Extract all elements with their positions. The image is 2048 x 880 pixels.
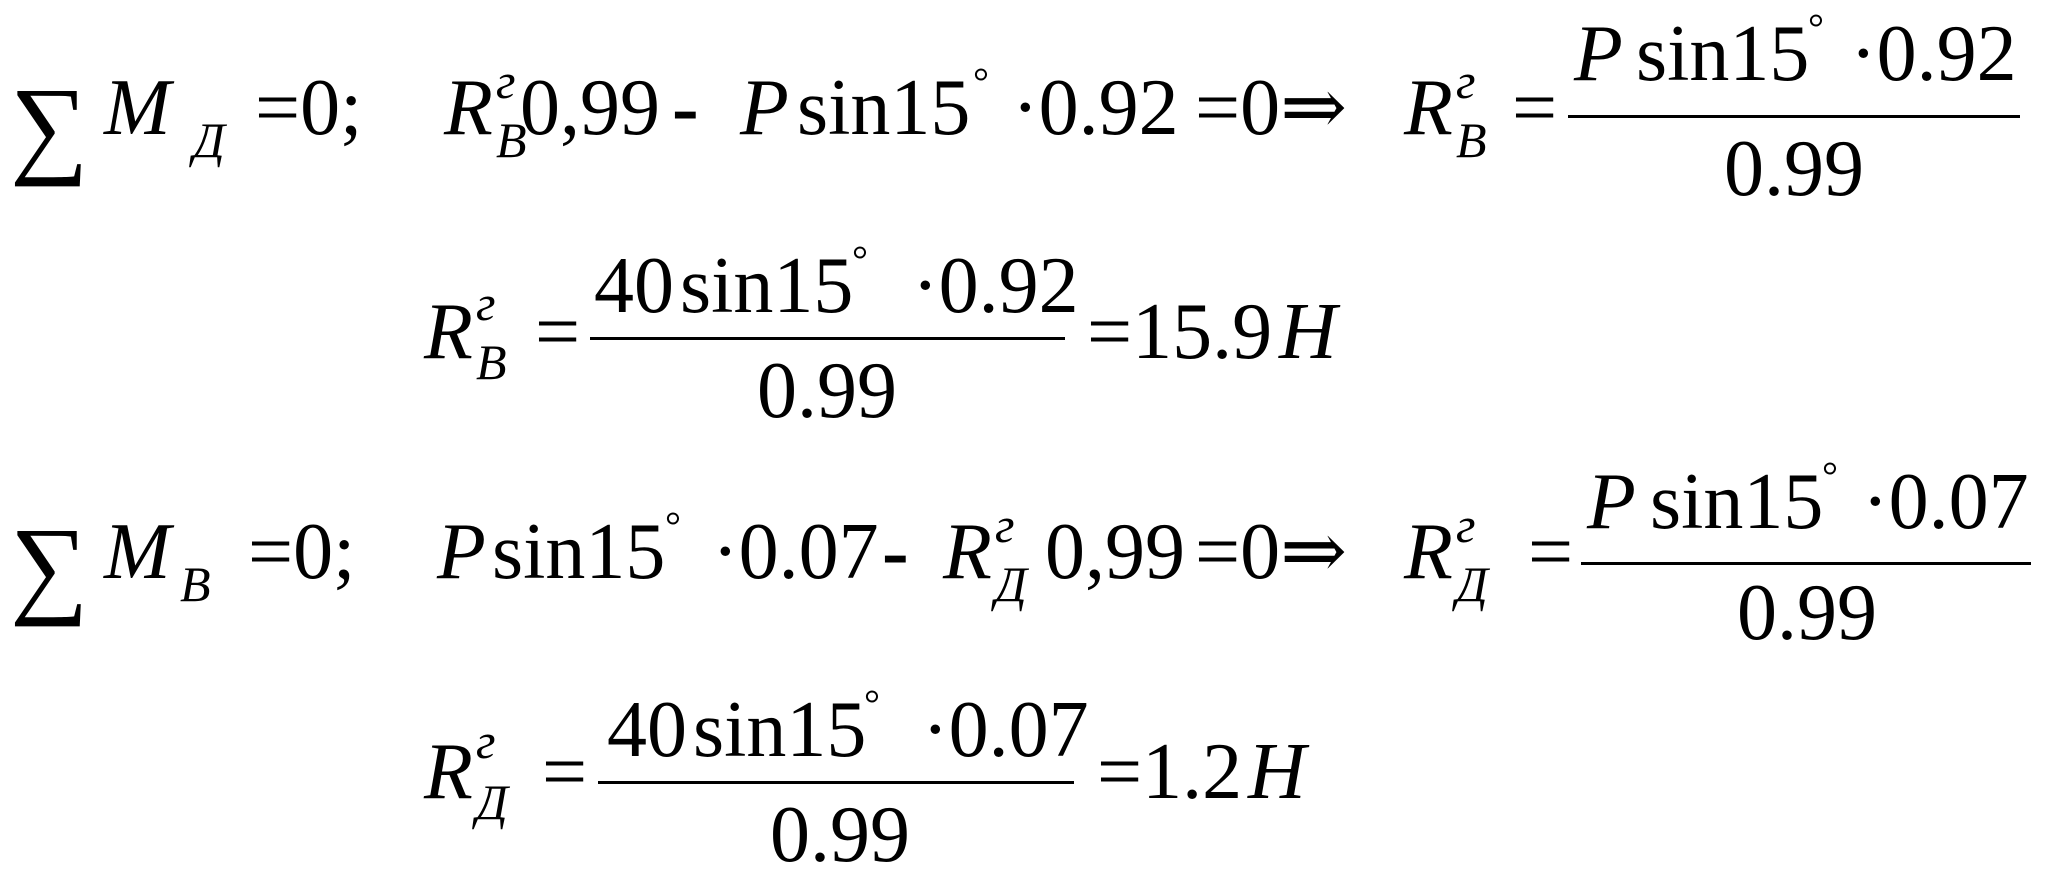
- reaction-symbol: R: [444, 64, 493, 152]
- equals-sign: =: [1512, 64, 1558, 152]
- moment-symbol: M: [104, 64, 171, 152]
- equals-zero-implies: =0⇒: [1195, 64, 1348, 152]
- result-unit: H: [1279, 288, 1337, 376]
- equals-sign: =: [535, 288, 581, 376]
- fraction-bar: [598, 781, 1074, 784]
- numerator-factor: ·0.07: [1862, 458, 2029, 546]
- force-symbol: P: [740, 64, 789, 152]
- degree-sign: °: [665, 503, 681, 548]
- equals-zero: =0;: [255, 64, 363, 152]
- denominator: 0.99: [770, 791, 910, 879]
- reaction-superscript: г: [476, 275, 496, 331]
- numerator-sine: sin15: [680, 242, 854, 330]
- result-value: =15.9: [1087, 288, 1273, 376]
- numerator-sine: sin15: [1636, 10, 1810, 98]
- reaction-symbol: R: [943, 508, 992, 596]
- reaction-symbol: R: [424, 728, 473, 816]
- equals-sign: =: [1528, 508, 1574, 596]
- numerator-force-value: 40: [607, 686, 687, 774]
- reaction-subscript: B: [476, 334, 507, 390]
- numerator-degree: °: [1808, 5, 1824, 50]
- numerator-force: P: [1587, 458, 1636, 546]
- result-unit: H: [1248, 728, 1306, 816]
- minus-sign: -: [672, 64, 699, 152]
- equals-zero-implies: =0⇒: [1195, 508, 1348, 596]
- reaction-subscript: Д: [476, 774, 508, 830]
- numerator-sine: sin15: [1650, 458, 1824, 546]
- reaction-subscript: Д: [995, 556, 1027, 612]
- reaction-subscript: B: [496, 112, 527, 168]
- moment-subscript: B: [180, 556, 211, 612]
- sum-symbol: ∑: [10, 505, 89, 627]
- denominator: 0.99: [1724, 125, 1864, 213]
- numerator-degree: °: [864, 681, 880, 726]
- fraction-bar: [1568, 115, 2020, 118]
- result-value: =1.2: [1097, 728, 1243, 816]
- reaction-superscript: г: [476, 713, 496, 769]
- equals-zero: =0;: [248, 508, 356, 596]
- numerator-factor: ·0.92: [912, 242, 1079, 330]
- sine-term: sin15: [797, 64, 971, 152]
- degree-sign: °: [973, 59, 989, 104]
- numerator-force-value: 40: [594, 242, 674, 330]
- reaction-symbol: R: [1404, 64, 1453, 152]
- minus-sign: -: [882, 508, 909, 596]
- coefficient: 0,99: [1045, 508, 1185, 596]
- sum-symbol: ∑: [10, 65, 89, 187]
- reaction-symbol: R: [424, 288, 473, 376]
- numerator-factor: ·0.92: [1850, 10, 2017, 98]
- factor: ·0.07: [712, 508, 879, 596]
- denominator: 0.99: [757, 347, 897, 435]
- numerator-sine: sin15: [693, 686, 867, 774]
- denominator: 0.99: [1737, 569, 1877, 657]
- coefficient: 0,99: [520, 64, 660, 152]
- fraction-bar: [1581, 562, 2031, 565]
- numerator-factor: ·0.07: [922, 686, 1089, 774]
- reaction-symbol: R: [1404, 508, 1453, 596]
- factor: ·0.92: [1012, 64, 1179, 152]
- numerator-force: P: [1574, 10, 1623, 98]
- fraction-bar: [590, 337, 1065, 340]
- reaction-superscript: г: [995, 497, 1015, 553]
- sine-term: sin15: [492, 508, 666, 596]
- reaction-superscript: г: [496, 53, 516, 109]
- numerator-degree: °: [1822, 453, 1838, 498]
- reaction-subscript: Д: [1456, 556, 1488, 612]
- reaction-subscript: B: [1456, 112, 1487, 168]
- moment-subscript: Д: [193, 112, 225, 168]
- reaction-superscript: г: [1456, 53, 1476, 109]
- reaction-superscript: г: [1456, 497, 1476, 553]
- numerator-degree: °: [852, 237, 868, 282]
- equals-sign: =: [542, 728, 588, 816]
- moment-symbol: M: [104, 508, 171, 596]
- force-symbol: P: [437, 508, 486, 596]
